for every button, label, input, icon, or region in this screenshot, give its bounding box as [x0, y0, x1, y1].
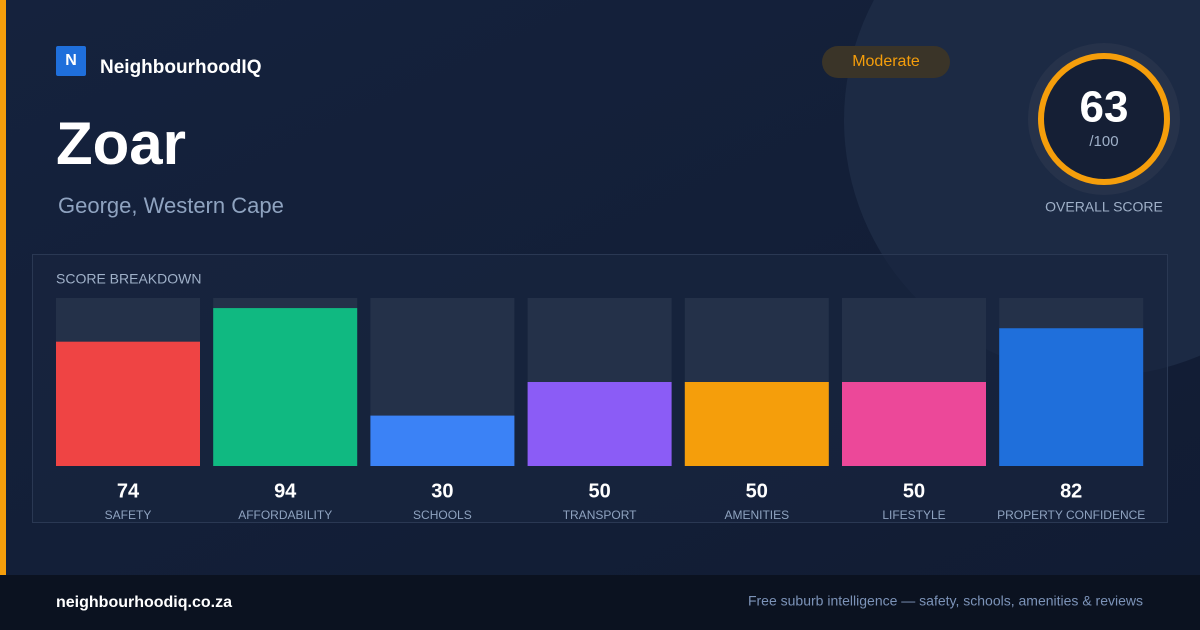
category-label: LIFESTYLE: [882, 508, 945, 522]
accent-strip: [0, 0, 6, 575]
breakdown-title: SCORE BREAKDOWN: [56, 271, 201, 287]
score-ring: [1038, 53, 1170, 185]
logo-letter: N: [65, 52, 77, 69]
value-label: 82: [1060, 480, 1082, 502]
footer-tagline: Free suburb intelligence — safety, schoo…: [748, 593, 1143, 609]
bar: [56, 341, 200, 466]
category-label: AMENITIES: [724, 508, 789, 522]
footer-site: neighbourhoodiq.co.za: [56, 594, 232, 611]
title: Zoar: [56, 110, 186, 177]
category-label: AFFORDABILITY: [238, 508, 332, 522]
category-label: TRANSPORT: [563, 508, 637, 522]
value-label: 50: [588, 480, 610, 502]
value-label: 94: [274, 480, 297, 502]
logo: [56, 46, 86, 76]
bar: [527, 382, 672, 466]
footer: [0, 575, 1200, 630]
bar: [213, 308, 358, 466]
value-label: 30: [431, 480, 453, 502]
bar: [684, 382, 829, 466]
value-label: 74: [117, 480, 140, 502]
value-label: 50: [746, 480, 768, 502]
badge-text: Moderate: [852, 53, 920, 70]
score-value: 63: [1080, 83, 1129, 132]
bar: [370, 415, 515, 466]
value-label: 50: [903, 480, 925, 502]
brand-name: NeighbourhoodIQ: [100, 57, 261, 78]
badge: [822, 46, 950, 78]
category-label: PROPERTY CONFIDENCE: [997, 508, 1145, 522]
subtitle: George, Western Cape: [58, 193, 284, 218]
bar: [842, 382, 986, 466]
category-label: SCHOOLS: [413, 508, 472, 522]
bar: [999, 328, 1144, 466]
category-label: SAFETY: [105, 508, 152, 522]
score-label: OVERALL SCORE: [1045, 199, 1163, 215]
score-suffix: /100: [1089, 133, 1118, 150]
